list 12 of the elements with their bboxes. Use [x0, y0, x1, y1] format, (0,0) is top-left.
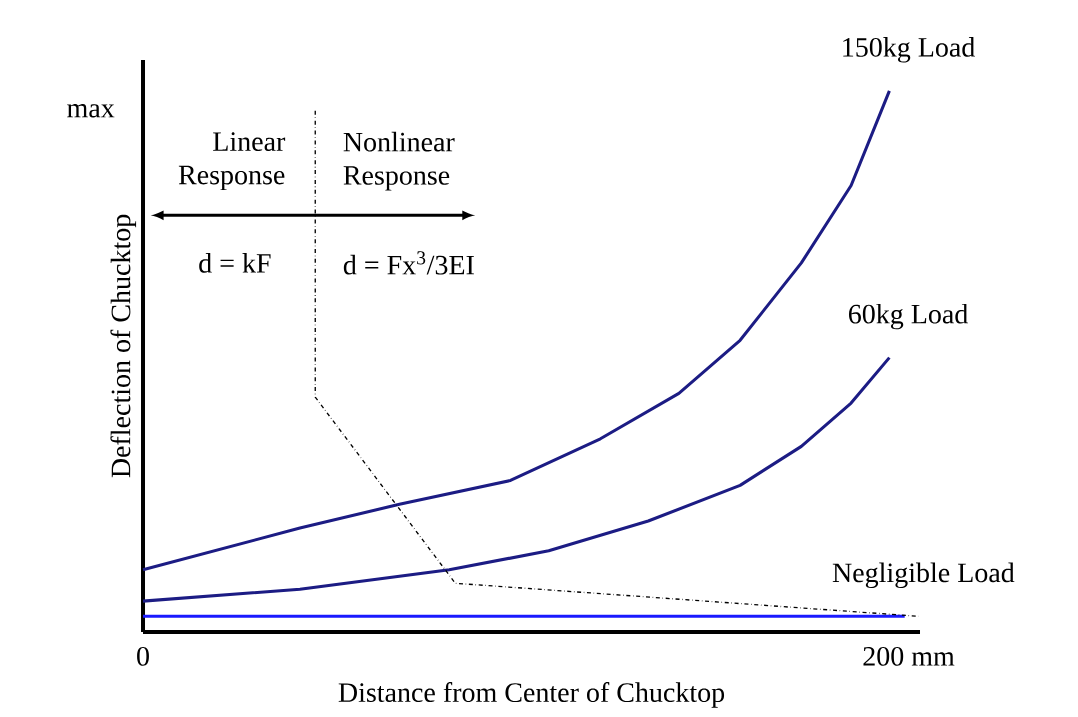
- x-tick-label: 200 mm: [863, 646, 955, 666]
- annotation: d = kF: [199, 253, 271, 273]
- annotation: Linear Response: [178, 132, 286, 191]
- y-axis-title: Deflection of Chucktop: [110, 214, 137, 478]
- series-label: 60kg Load: [849, 303, 968, 330]
- text: max: [67, 104, 115, 118]
- x-tick-label: 0: [137, 646, 149, 666]
- series-label: Negligible Load: [832, 562, 1015, 589]
- series-label: 150kg Load: [843, 37, 975, 63]
- annotation: Nonlinear Response: [343, 131, 455, 191]
- x-axis-title: Distance from Center of Chucktop: [338, 682, 725, 708]
- annotation: d = Fx$^{3}$/3EI: [343, 251, 474, 275]
